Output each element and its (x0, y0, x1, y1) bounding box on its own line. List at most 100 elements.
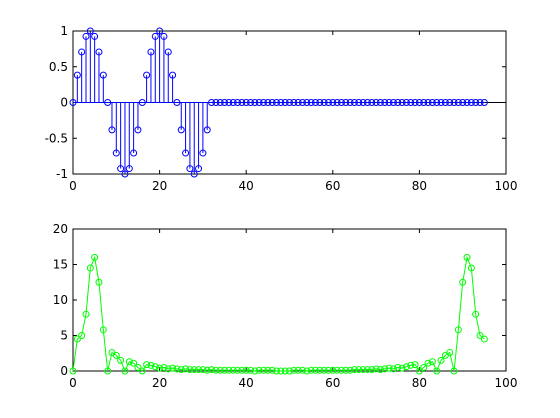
stem-marker (363, 99, 371, 106)
series-marker (242, 366, 250, 374)
series-marker (415, 367, 423, 375)
stem-marker (398, 99, 406, 106)
stem-marker (415, 99, 423, 106)
series-marker (255, 366, 263, 374)
stem-marker (281, 99, 289, 106)
stem-marker (134, 126, 142, 134)
series-marker (368, 366, 376, 374)
series-marker (212, 366, 220, 374)
stem-marker (195, 165, 203, 173)
stem-marker (177, 126, 185, 134)
stem-marker (160, 32, 168, 40)
stem-marker (121, 170, 129, 178)
y-tick-label: 0 (60, 96, 68, 110)
stem-marker (411, 99, 419, 106)
stem-marker (203, 126, 211, 134)
series-marker (311, 366, 319, 374)
series-marker (160, 363, 168, 371)
series-marker (459, 278, 467, 286)
series-marker (229, 366, 237, 374)
series-marker (428, 358, 436, 366)
series-marker (147, 361, 155, 369)
x-tick-label: 60 (325, 376, 340, 390)
series-marker (251, 367, 259, 375)
stem-marker (147, 48, 155, 56)
stem-marker (441, 99, 449, 106)
y-tick-label: 5 (60, 329, 68, 343)
stem-marker (143, 71, 151, 79)
series-marker (264, 366, 272, 374)
stem-marker (268, 99, 276, 106)
series-marker (402, 363, 410, 371)
series-line (72, 255, 485, 373)
series-marker (394, 363, 402, 371)
series-marker (190, 366, 198, 374)
series-marker (398, 364, 406, 372)
x-tick-label: 20 (152, 376, 167, 390)
series-marker (294, 366, 302, 374)
stem-marker (476, 99, 484, 106)
series-marker (333, 366, 341, 374)
stem-marker (225, 99, 233, 106)
stem-marker (69, 99, 77, 106)
y-tick-label: 10 (53, 293, 68, 307)
x-tick-label: 0 (69, 179, 77, 193)
stem-marker (402, 99, 410, 106)
y-tick-label: -0.5 (45, 131, 68, 145)
series-marker (346, 366, 354, 374)
stem-marker (437, 99, 445, 106)
stem-marker (376, 99, 384, 106)
series-marker (208, 366, 216, 374)
stem-marker (151, 32, 159, 40)
stem-marker (164, 48, 172, 56)
stem-marker (316, 99, 324, 106)
stem-marker (242, 99, 250, 106)
series-marker (112, 351, 120, 359)
stem-marker (420, 99, 428, 106)
series-marker (134, 363, 142, 371)
series-marker (476, 332, 484, 339)
stem-marker (125, 165, 133, 173)
series-marker (372, 365, 380, 373)
stem-marker (238, 99, 246, 106)
stem-marker (298, 99, 306, 106)
stem-marker (212, 99, 220, 106)
series-marker (78, 332, 86, 339)
stem-marker (320, 99, 328, 106)
stem-marker (467, 99, 475, 106)
series-marker (359, 366, 367, 374)
stem-marker (216, 99, 224, 106)
series-marker (225, 366, 233, 374)
series-marker (324, 366, 332, 374)
stem-marker (186, 165, 194, 173)
series-marker (86, 264, 94, 272)
stem-marker (372, 99, 380, 106)
series-marker (169, 364, 177, 372)
stem-marker (277, 99, 285, 106)
x-tick-label: 20 (152, 179, 167, 193)
stem-marker (368, 99, 376, 106)
stem-marker (290, 99, 298, 106)
series-marker (337, 366, 345, 374)
stem-marker (450, 99, 458, 106)
stem-marker (333, 99, 341, 106)
series-marker (454, 326, 462, 334)
series-marker (363, 366, 371, 374)
series-marker (95, 278, 103, 286)
stem-marker (324, 99, 332, 106)
series-marker (203, 366, 211, 374)
stem-marker (472, 99, 480, 106)
series-marker (342, 366, 350, 374)
series-marker (355, 366, 363, 374)
stem-marker (264, 99, 272, 106)
series-marker (91, 253, 99, 261)
x-tick-label: 100 (495, 179, 518, 193)
stem-marker (342, 99, 350, 106)
y-tick-label: 0.5 (49, 60, 68, 74)
stem-marker (480, 99, 488, 106)
stem-marker (169, 71, 177, 79)
stem-marker (355, 99, 363, 106)
series-marker (130, 359, 138, 367)
stem-marker (78, 48, 86, 56)
series-marker (437, 356, 445, 364)
